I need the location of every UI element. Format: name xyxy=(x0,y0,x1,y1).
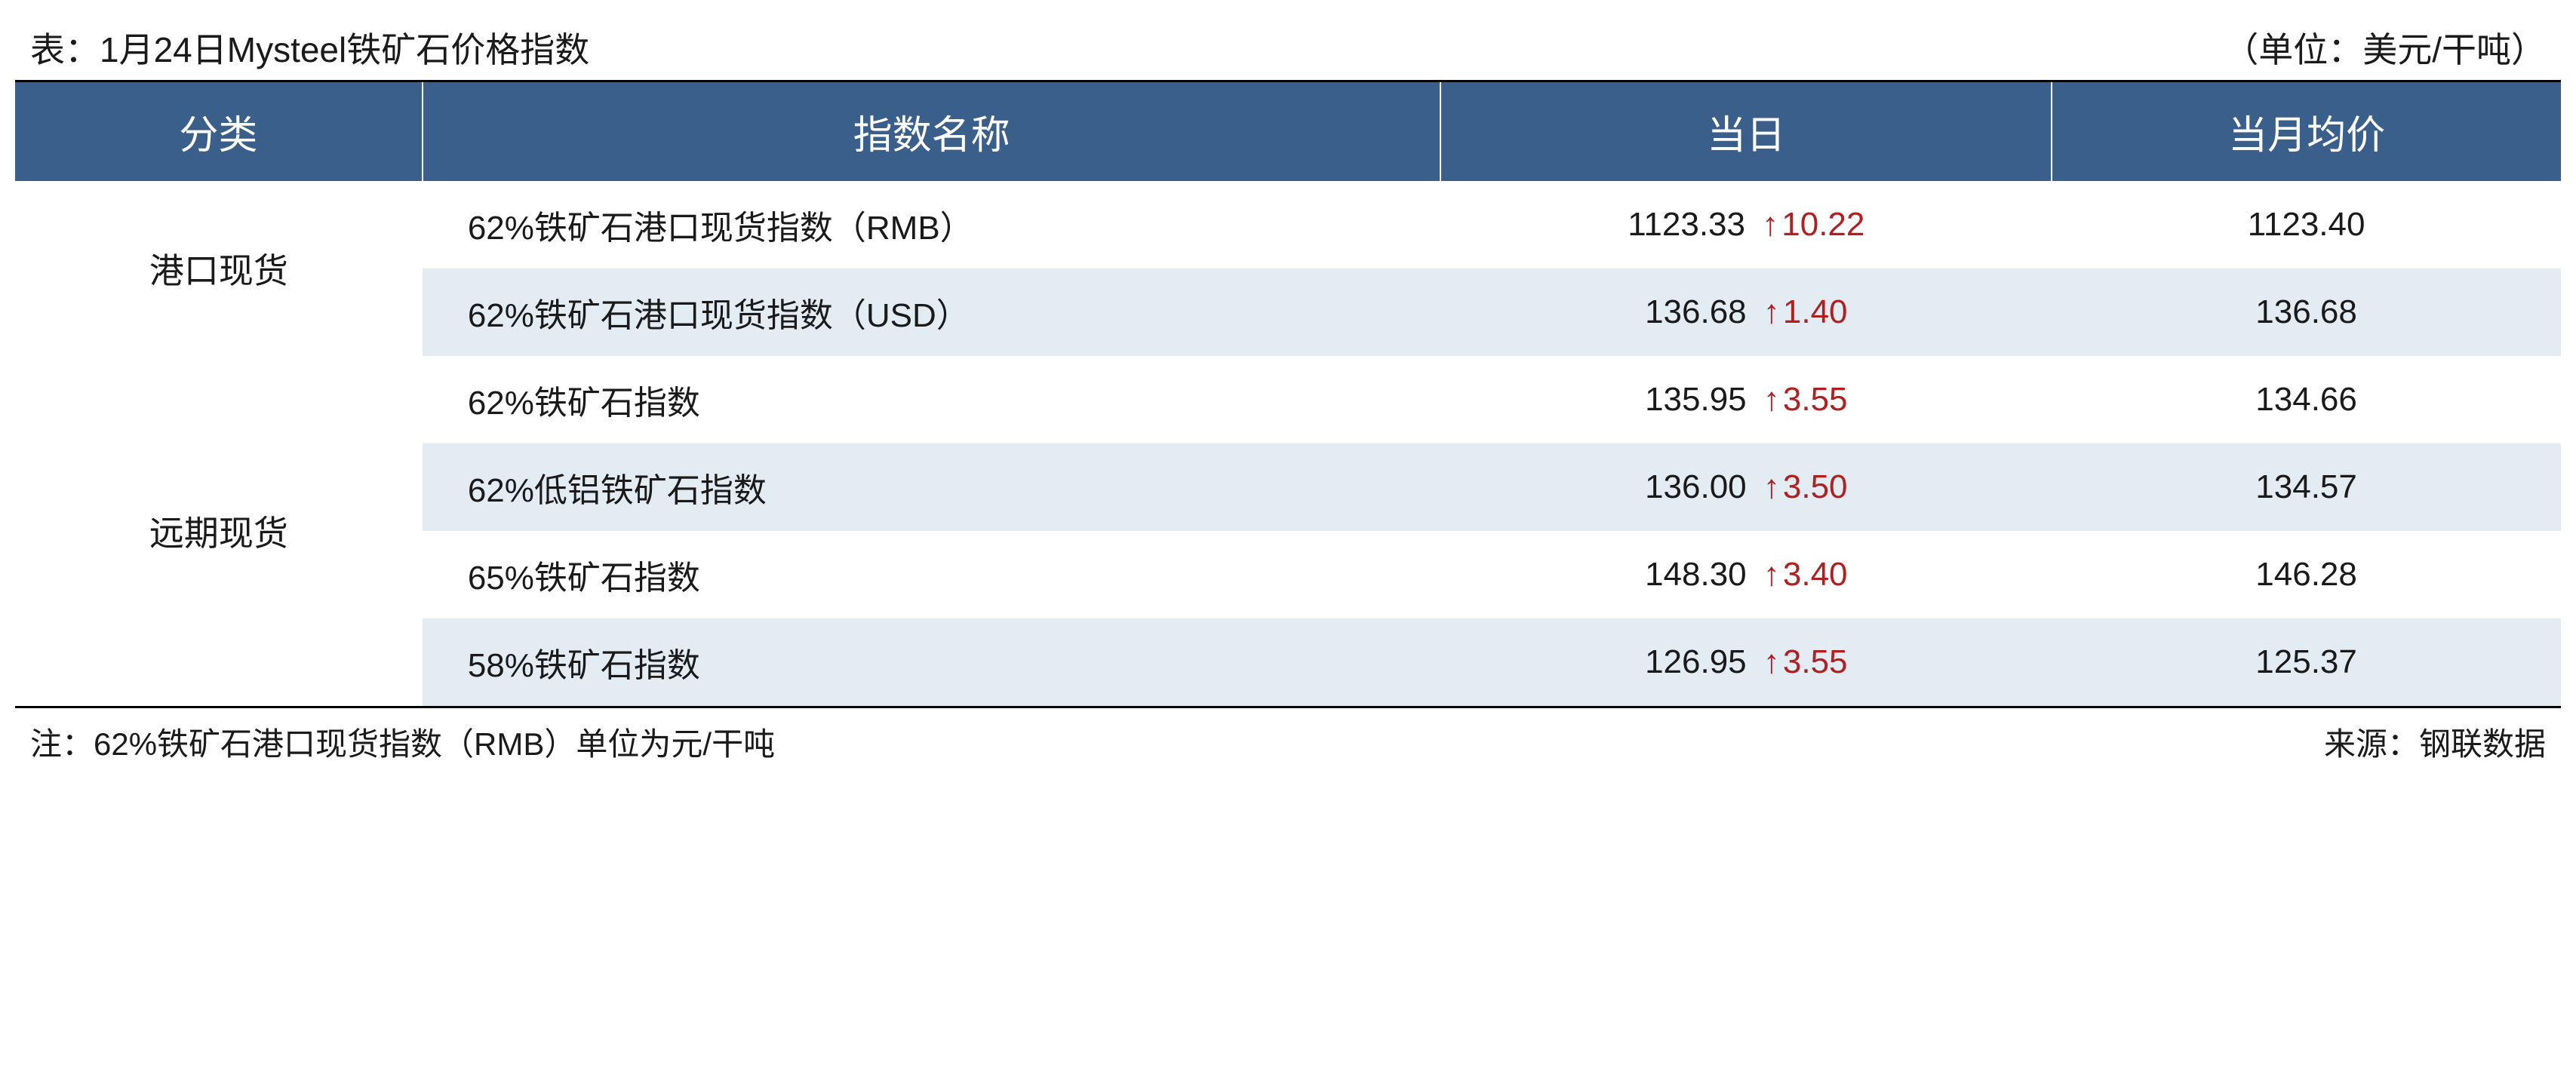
today-cell: 126.95 ↑3.55 xyxy=(1440,618,2052,706)
arrow-up-icon: ↑ xyxy=(1762,206,1778,243)
today-cell: 135.95 ↑3.55 xyxy=(1440,356,2052,443)
today-value: 135.95 xyxy=(1645,381,1747,418)
index-name: 62%铁矿石指数 xyxy=(423,356,1441,443)
footer-note: 注：62%铁矿石港口现货指数（RMB）单位为元/干吨 xyxy=(30,719,775,765)
footer-row: 注：62%铁矿石港口现货指数（RMB）单位为元/干吨 来源：钢联数据 xyxy=(15,706,2561,772)
col-header-category: 分类 xyxy=(15,82,423,181)
index-name: 62%铁矿石港口现货指数（USD） xyxy=(423,268,1441,356)
today-cell: 148.30 ↑3.40 xyxy=(1440,531,2052,618)
index-name: 62%铁矿石港口现货指数（RMB） xyxy=(423,181,1441,268)
today-delta: 3.40 xyxy=(1783,556,1848,593)
arrow-up-icon: ↑ xyxy=(1763,468,1780,505)
price-index-table-container: 表：1月24日Mysteel铁矿石价格指数 （单位：美元/干吨） 分类 指数名称… xyxy=(15,15,2561,772)
month-avg: 1123.40 xyxy=(2052,181,2561,268)
month-avg: 136.68 xyxy=(2052,268,2561,356)
today-value: 1123.33 xyxy=(1628,206,1745,243)
col-header-indexname: 指数名称 xyxy=(423,82,1441,181)
col-header-today: 当日 xyxy=(1440,82,2052,181)
price-table: 分类 指数名称 当日 当月均价 港口现货 62%铁矿石港口现货指数（RMB） 1… xyxy=(15,82,2561,706)
table-row: 港口现货 62%铁矿石港口现货指数（RMB） 1123.33 ↑10.22 11… xyxy=(15,181,2561,268)
month-avg: 125.37 xyxy=(2052,618,2561,706)
table-unit: （单位：美元/干吨） xyxy=(2224,23,2546,72)
arrow-up-icon: ↑ xyxy=(1763,643,1780,680)
table-row: 远期现货 62%铁矿石指数 135.95 ↑3.55 134.66 xyxy=(15,356,2561,443)
arrow-up-icon: ↑ xyxy=(1763,381,1780,418)
title-row: 表：1月24日Mysteel铁矿石价格指数 （单位：美元/干吨） xyxy=(15,15,2561,82)
today-cell: 136.00 ↑3.50 xyxy=(1440,443,2052,531)
today-value: 136.68 xyxy=(1645,293,1747,330)
index-name: 62%低铝铁矿石指数 xyxy=(423,443,1441,531)
table-title: 表：1月24日Mysteel铁矿石价格指数 xyxy=(30,23,589,72)
today-delta: 10.22 xyxy=(1781,206,1864,243)
today-delta: 3.55 xyxy=(1783,381,1848,418)
index-name: 65%铁矿石指数 xyxy=(423,531,1441,618)
today-value: 126.95 xyxy=(1645,643,1747,680)
col-header-monthavg: 当月均价 xyxy=(2052,82,2561,181)
today-value: 136.00 xyxy=(1645,468,1747,505)
month-avg: 134.66 xyxy=(2052,356,2561,443)
arrow-up-icon: ↑ xyxy=(1763,556,1780,593)
today-delta: 3.55 xyxy=(1783,643,1848,680)
category-cell: 远期现货 xyxy=(15,356,423,706)
today-cell: 1123.33 ↑10.22 xyxy=(1440,181,2052,268)
month-avg: 146.28 xyxy=(2052,531,2561,618)
table-header-row: 分类 指数名称 当日 当月均价 xyxy=(15,82,2561,181)
today-value: 148.30 xyxy=(1645,556,1747,593)
footer-source: 来源：钢联数据 xyxy=(2324,719,2546,765)
table-body: 港口现货 62%铁矿石港口现货指数（RMB） 1123.33 ↑10.22 11… xyxy=(15,181,2561,706)
today-delta: 3.50 xyxy=(1783,468,1848,505)
today-cell: 136.68 ↑1.40 xyxy=(1440,268,2052,356)
today-delta: 1.40 xyxy=(1783,293,1848,330)
month-avg: 134.57 xyxy=(2052,443,2561,531)
category-cell: 港口现货 xyxy=(15,181,423,356)
index-name: 58%铁矿石指数 xyxy=(423,618,1441,706)
arrow-up-icon: ↑ xyxy=(1763,293,1780,330)
